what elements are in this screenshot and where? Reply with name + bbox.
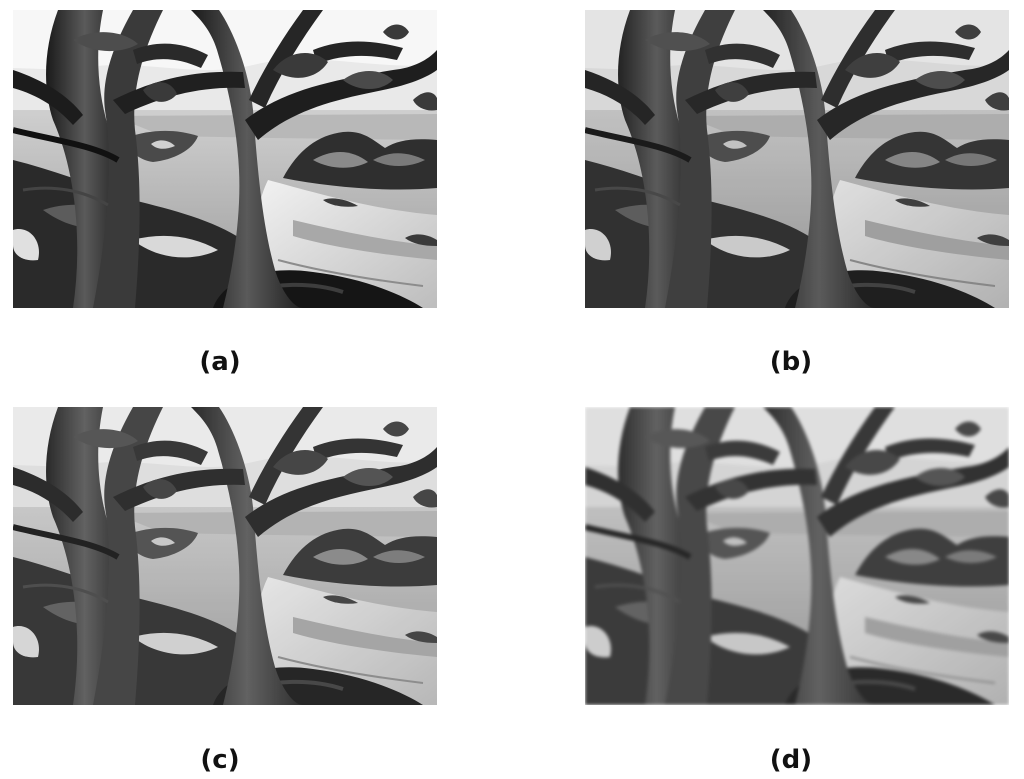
landscape-image-c xyxy=(13,407,437,705)
caption-d: (d) xyxy=(769,745,813,775)
figure-panel-d xyxy=(585,407,1009,705)
caption-a: (a) xyxy=(199,347,241,377)
landscape-image-b xyxy=(585,10,1009,308)
caption-b: (b) xyxy=(769,347,813,377)
caption-c: (c) xyxy=(200,745,240,775)
landscape-image-a xyxy=(13,10,437,308)
figure-panel-a xyxy=(13,10,437,308)
figure-panel-b xyxy=(585,10,1009,308)
figure-panel-c xyxy=(13,407,437,705)
landscape-image-d xyxy=(585,407,1009,705)
